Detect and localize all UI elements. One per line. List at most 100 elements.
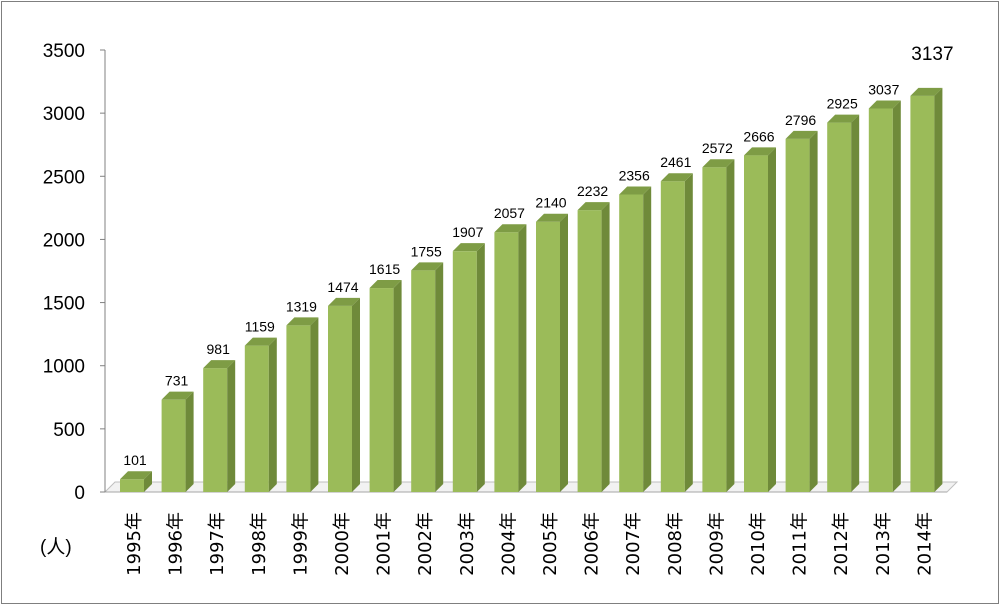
data-label: 731 — [165, 373, 189, 389]
x-tick-label: 1995年 — [124, 512, 145, 576]
bar — [702, 159, 735, 492]
bar-top — [744, 147, 776, 156]
y-tick-label: 3500 — [43, 41, 85, 62]
bar-front — [161, 399, 186, 492]
bar-top — [161, 391, 194, 400]
x-tick-label: 2002年 — [415, 512, 436, 576]
bar-side — [476, 243, 485, 492]
y-tick-label: 500 — [53, 420, 85, 441]
bar-top — [536, 213, 568, 222]
x-tick-label: 1999年 — [290, 512, 311, 576]
bar-front — [120, 479, 144, 492]
bar-top — [494, 224, 527, 233]
x-tick-label: 2000年 — [332, 512, 353, 576]
bar-top — [910, 87, 943, 96]
bar-front — [328, 305, 352, 492]
data-label: 2925 — [827, 96, 858, 112]
bar-side — [809, 130, 818, 492]
bar-front — [702, 167, 727, 492]
data-label: 2057 — [494, 205, 525, 221]
bar — [910, 87, 943, 493]
x-tick-label: 2008年 — [665, 512, 686, 576]
bar-top — [702, 159, 735, 168]
bar-front — [369, 288, 394, 492]
data-label: 1615 — [369, 261, 400, 277]
x-tick-label: 2013年 — [873, 512, 894, 576]
data-label: 1907 — [452, 224, 483, 240]
bar-side — [892, 100, 901, 493]
bar — [120, 471, 152, 492]
x-tick-label: 2006年 — [582, 512, 603, 576]
bar — [328, 297, 360, 492]
bar-top — [660, 173, 693, 182]
y-tick-label: 0 — [74, 483, 85, 504]
bar-side — [435, 262, 444, 492]
data-label: 1319 — [286, 298, 317, 314]
bar — [452, 243, 485, 492]
bar-top — [827, 114, 860, 123]
y-unit-label: (人) — [40, 536, 72, 558]
x-tick-label: 2012年 — [831, 512, 852, 576]
x-tick-label: 2010年 — [748, 512, 769, 576]
bar-top — [244, 337, 277, 346]
bar-top — [452, 243, 485, 252]
bar-front — [619, 194, 644, 492]
data-label: 2461 — [660, 154, 691, 170]
x-tick-label: 2004年 — [498, 512, 519, 576]
bar — [827, 114, 860, 492]
bar-front — [411, 270, 436, 492]
bar-front — [452, 251, 477, 492]
data-label: 3037 — [868, 81, 899, 97]
bar — [161, 391, 194, 492]
bar-side — [851, 114, 860, 492]
data-label: 1755 — [411, 243, 442, 259]
bar-side — [227, 360, 236, 492]
bar-top — [328, 297, 360, 306]
x-tick-label: 2007年 — [623, 512, 644, 576]
bar-front — [577, 210, 602, 492]
data-label: 2356 — [619, 167, 650, 183]
data-labels: 101 731 981 1159 1319 1474 1615 1755 1907 2057 214… — [123, 44, 953, 468]
bar — [286, 317, 319, 492]
y-tick-label: 2000 — [43, 230, 85, 251]
x-tick-label: 1997年 — [207, 512, 228, 576]
bar — [411, 262, 444, 492]
bar — [244, 337, 277, 492]
bar-front — [744, 155, 768, 493]
y-tick-label: 1500 — [43, 294, 85, 315]
x-tick-label: 2001年 — [374, 512, 395, 576]
data-label: 2232 — [577, 183, 608, 199]
data-label: 2796 — [785, 112, 816, 128]
bar-side — [934, 87, 943, 493]
bar — [744, 147, 776, 493]
bar-side — [601, 202, 610, 492]
bar — [577, 202, 610, 492]
x-axis-labels: 1995年 1996年 1997年 1998年 1999年 2000年 2001年 2002年… — [124, 512, 935, 576]
x-tick-label: 2005年 — [540, 512, 561, 576]
bar-front — [494, 232, 519, 492]
bar-side — [393, 280, 402, 492]
bar-front — [660, 181, 685, 492]
data-label: 3137 — [911, 44, 953, 65]
bar-top — [619, 186, 652, 195]
bar — [369, 280, 402, 492]
bar-top — [577, 202, 610, 211]
y-tick-label: 3000 — [43, 104, 85, 125]
data-label: 981 — [207, 341, 231, 357]
data-label: 2666 — [743, 128, 774, 144]
data-label: 1474 — [327, 279, 358, 295]
bar-side — [352, 297, 360, 492]
x-tick-label: 2009年 — [706, 512, 727, 576]
bar-front — [785, 138, 810, 492]
bar-front — [827, 122, 852, 492]
bar-top — [785, 130, 818, 139]
bar-top — [286, 317, 319, 326]
bar-side — [310, 317, 319, 492]
y-tick-label: 1000 — [43, 357, 85, 378]
bar-front — [244, 345, 269, 492]
bar — [660, 173, 693, 492]
x-tick-label: 2003年 — [457, 512, 478, 576]
bar-side — [144, 471, 152, 492]
